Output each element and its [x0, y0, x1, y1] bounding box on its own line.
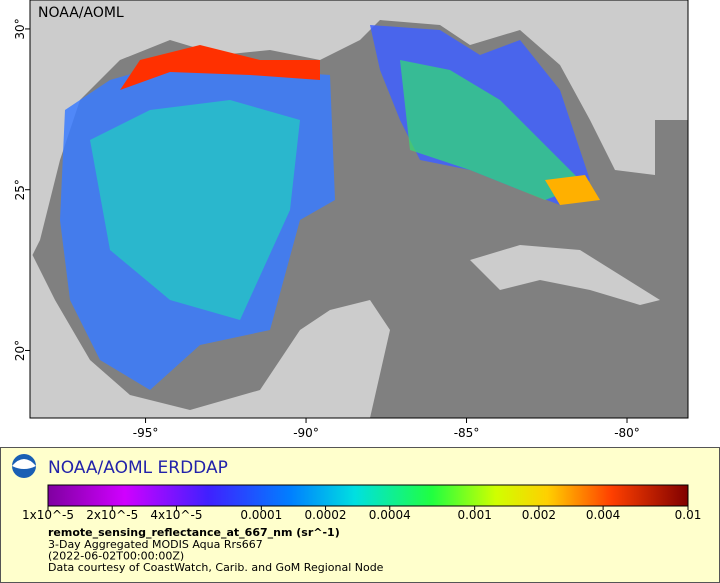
variable-name: remote_sensing_reflectance_at_667_nm (sr… — [48, 526, 340, 539]
legend-line: Data courtesy of CoastWatch, Carib. and … — [48, 561, 384, 574]
map-label: NOAA/AOML — [38, 5, 124, 21]
colorbar-tick-label: 4x10^-5 — [150, 508, 202, 522]
colorbar-tick-label: 0.01 — [675, 508, 702, 522]
land-mexico — [30, 250, 390, 418]
y-tick-label: 30° — [13, 18, 27, 39]
colorbar-tick-label: 1x10^-5 — [22, 508, 74, 522]
legend-line: (2022-06-02T00:00:00Z) — [48, 550, 184, 563]
land-cuba — [470, 245, 660, 305]
colorbar-tick-label: 0.0001 — [240, 508, 282, 522]
colorbar — [47, 484, 689, 507]
imagery-coast — [120, 45, 320, 90]
imagery-florida — [545, 175, 600, 205]
colorbar-tick-label: 0.0004 — [369, 508, 411, 522]
map-frame — [29, 0, 689, 419]
x-tick-label: -90° — [293, 426, 319, 440]
y-tick-label: 20° — [13, 340, 27, 361]
imagery-west-inner — [90, 100, 300, 320]
legend-title: NOAA/AOML ERDDAP — [48, 458, 228, 478]
y-tick-label: 25° — [13, 179, 27, 200]
colorbar-tick-label: 0.001 — [457, 508, 491, 522]
map — [30, 0, 688, 418]
x-tick-label: -80° — [614, 426, 640, 440]
colorbar-tick-label: 0.002 — [522, 508, 556, 522]
colorbar-tick-label: 0.0002 — [305, 508, 347, 522]
x-tick-label: -85° — [454, 426, 480, 440]
colorbar-tick-label: 2x10^-5 — [86, 508, 138, 522]
x-tick-label: -95° — [133, 426, 159, 440]
legend-panel — [0, 447, 720, 583]
legend-line: 3-Day Aggregated MODIS Aqua Rrs667 — [48, 538, 263, 551]
land-north — [30, 0, 688, 260]
colorbar-tick-label: 0.004 — [586, 508, 620, 522]
logo-wing — [12, 459, 36, 469]
imagery-east-inner — [400, 60, 585, 200]
